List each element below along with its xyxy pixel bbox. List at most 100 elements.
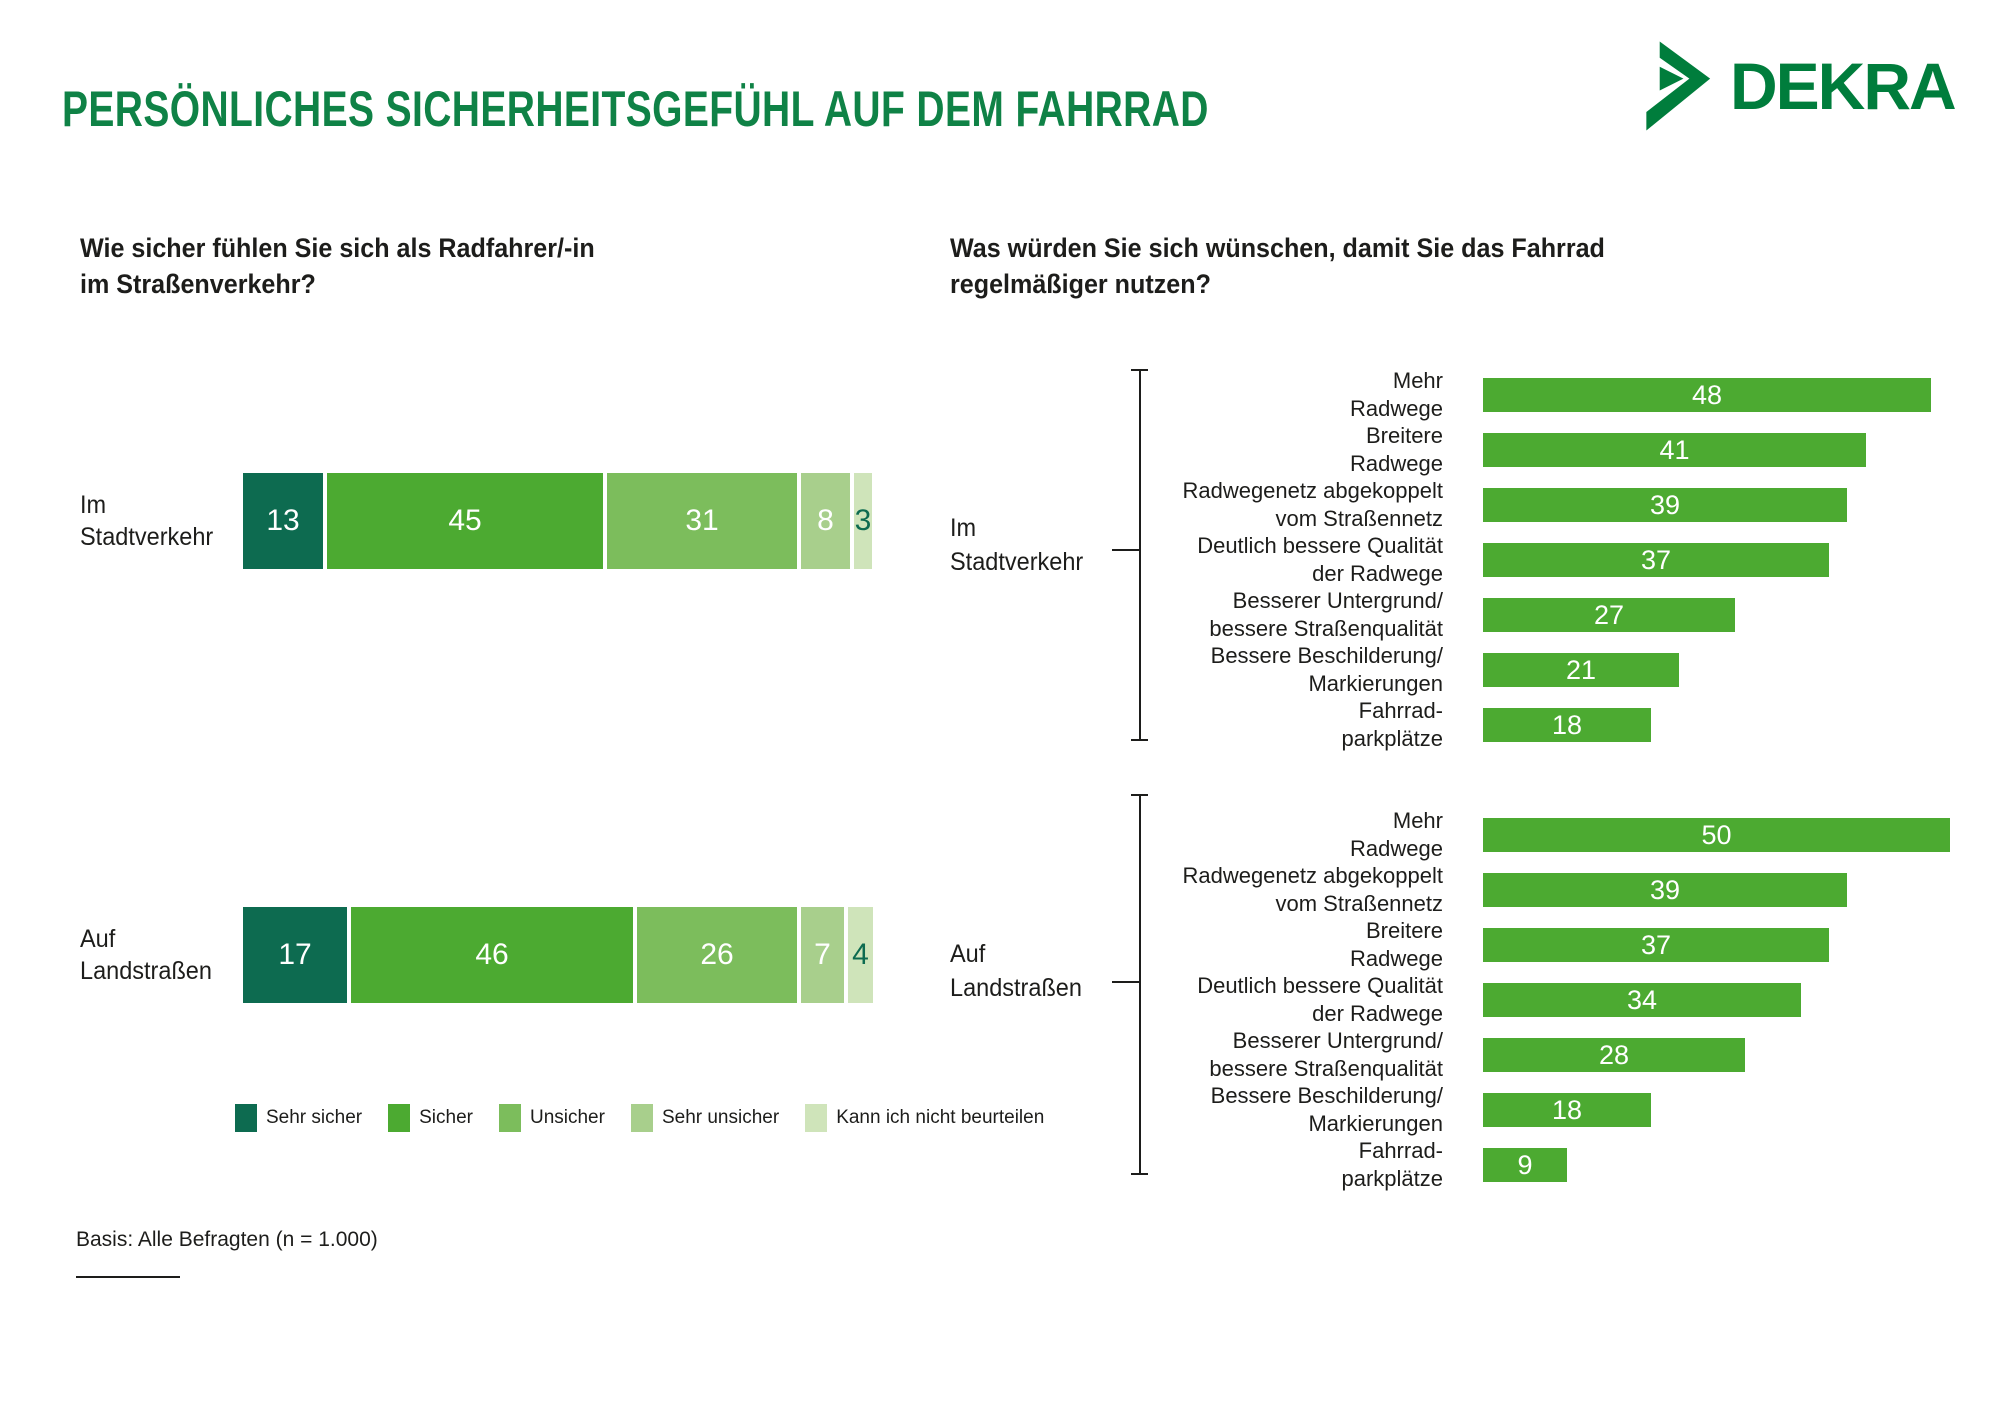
wish-row-label: Besserer Untergrund/ bessere Straßenqual… — [1209, 1028, 1443, 1081]
group-label: Auf Landstraßen — [950, 940, 1082, 1002]
wish-bar-value: 9 — [1517, 1149, 1533, 1180]
footnote-rule — [76, 1276, 180, 1278]
dekra-arrow-icon — [1646, 41, 1711, 131]
stacked-bar-segment: 31 — [607, 473, 797, 569]
wish-row-label: Mehr Radwege — [1350, 368, 1443, 421]
stacked-bar-segment: 46 — [351, 907, 633, 1003]
wish-bar: 18 — [1483, 1093, 1651, 1127]
wish-bar: 39 — [1483, 873, 1847, 907]
wish-row-label: Breitere Radwege — [1350, 423, 1443, 476]
segment-value-label: 26 — [700, 938, 734, 971]
wish-bar: 50 — [1483, 818, 1950, 852]
legend-item: Sicher — [388, 1104, 473, 1132]
segment-value-label: 31 — [685, 504, 719, 537]
wish-bar-value: 39 — [1649, 489, 1681, 520]
wish-row-label: Deutlich bessere Qualität der Radwege — [1197, 533, 1443, 586]
wish-bar: 18 — [1483, 708, 1651, 742]
question-safety: Wie sicher fühlen Sie sich als Radfahrer… — [80, 233, 595, 300]
stacked-bar-segment: 17 — [243, 907, 347, 1003]
legend-swatch — [388, 1104, 411, 1132]
wish-row-label: Radwegenetz abgekoppelt vom Straßennetz — [1182, 863, 1443, 916]
stacked-row-im-stadtverkehr: Im Stadtverkehr 13 45 31 8 3 — [0, 473, 2000, 569]
segment-value-label: 3 — [854, 504, 872, 537]
wish-bar: 37 — [1483, 543, 1829, 577]
segment-value-label: 13 — [266, 504, 300, 537]
dekra-logo-text: DEKRA — [1730, 49, 1957, 123]
stacked-bar: 13 45 31 8 3 — [243, 473, 873, 569]
legend: Sehr sicher Sicher Unsicher Sehr unsicher Ka… — [235, 1104, 1044, 1132]
legend-swatch — [498, 1104, 521, 1132]
wish-bar-value: 37 — [1640, 544, 1672, 575]
wish-bar: 48 — [1483, 378, 1931, 412]
legend-item: Sehr unsicher — [630, 1104, 780, 1132]
wish-bar: 27 — [1483, 598, 1735, 632]
wish-bar-value: 27 — [1593, 599, 1625, 630]
bracket-tick-bottom — [1131, 1173, 1148, 1175]
wish-row-label: Bessere Beschilderung/ Markierungen — [1210, 643, 1443, 696]
stacked-bar: 17 46 26 7 4 — [243, 907, 873, 1003]
wish-bar-value: 50 — [1701, 819, 1732, 850]
bracket-tick-top — [1131, 794, 1148, 796]
bracket-line — [1139, 795, 1141, 1175]
wish-bar-value: 48 — [1691, 379, 1723, 410]
stacked-bar-segment: 3 — [854, 473, 872, 569]
wish-row-label: Deutlich bessere Qualität der Radwege — [1197, 973, 1443, 1026]
wish-row-label: Radwegenetz abgekoppelt vom Straßennetz — [1182, 478, 1443, 531]
wish-bar: 28 — [1483, 1038, 1745, 1072]
bracket-connector — [1112, 549, 1140, 551]
segment-value-label: 4 — [852, 938, 869, 971]
group-label: Im Stadtverkehr — [950, 514, 1084, 576]
wish-bar: 37 — [1483, 928, 1829, 962]
legend-item: Unsicher — [498, 1104, 605, 1132]
legend-label: Sehr sicher — [266, 1107, 363, 1128]
wish-row-label: Bessere Beschilderung/ Markierungen — [1210, 1083, 1443, 1136]
wish-bar-value: 37 — [1640, 929, 1672, 960]
segment-value-label: 7 — [814, 938, 831, 971]
stacked-row-label: Auf Landstraßen — [80, 924, 212, 986]
wish-bar-value: 21 — [1565, 654, 1597, 685]
stacked-bar-segment: 13 — [243, 473, 323, 569]
wish-bar-value: 41 — [1659, 434, 1690, 465]
stacked-row-auf-landstrassen: Auf Landstraßen 17 46 26 7 4 — [0, 907, 2000, 1003]
bracket-connector — [1112, 981, 1140, 983]
bracket-tick-bottom — [1131, 739, 1148, 741]
stacked-bar-segment: 7 — [801, 907, 844, 1003]
wish-bar-value: 39 — [1649, 874, 1681, 905]
wish-row-label: Breitere Radwege — [1350, 918, 1443, 971]
segment-value-label: 46 — [475, 938, 509, 971]
segment-value-label: 8 — [817, 504, 834, 537]
wish-row-label: Fahrrad- parkplätze — [1341, 1138, 1443, 1191]
wish-row-label: Mehr Radwege — [1350, 808, 1443, 861]
dekra-logo: DEKRA — [1640, 40, 1957, 132]
wish-bar: 34 — [1483, 983, 1801, 1017]
question-wishes: Was würden Sie sich wünschen, damit Sie … — [950, 233, 1605, 300]
stacked-bar-segment: 8 — [801, 473, 850, 569]
wish-row-label: Besserer Untergrund/ bessere Straßenqual… — [1209, 588, 1443, 641]
legend-swatch — [805, 1104, 828, 1132]
wish-bar-value: 28 — [1598, 1039, 1630, 1070]
wish-bar-value: 34 — [1626, 984, 1658, 1015]
legend-label: Unsicher — [529, 1107, 605, 1128]
legend-label: Kann ich nicht beurteilen — [836, 1107, 1045, 1128]
bracket-line — [1139, 370, 1141, 740]
stacked-row-label: Im Stadtverkehr — [80, 490, 214, 552]
stacked-bar-segment: 26 — [637, 907, 797, 1003]
segment-value-label: 45 — [448, 504, 482, 537]
wish-bar-value: 18 — [1551, 709, 1583, 740]
stacked-bar-segment: 4 — [848, 907, 873, 1003]
basis-note: Basis: Alle Befragten (n = 1.000) — [76, 1228, 378, 1251]
legend-label: Sicher — [419, 1107, 473, 1128]
wish-bar-value: 18 — [1551, 1094, 1583, 1125]
page-title: PERSÖNLICHES SICHERHEITSGEFÜHL AUF DEM F… — [62, 81, 1209, 137]
bracket-tick-top — [1131, 369, 1148, 371]
legend-label: Sehr unsicher — [661, 1107, 780, 1128]
wish-row-label: Fahrrad- parkplätze — [1341, 698, 1443, 751]
wish-bar: 9 — [1483, 1148, 1567, 1182]
wish-bar: 39 — [1483, 488, 1847, 522]
legend-item: Sehr sicher — [235, 1104, 362, 1132]
legend-swatch — [630, 1104, 653, 1132]
wish-bar: 41 — [1483, 433, 1866, 467]
legend-swatch — [235, 1104, 257, 1132]
stacked-bar-segment: 45 — [327, 473, 603, 569]
